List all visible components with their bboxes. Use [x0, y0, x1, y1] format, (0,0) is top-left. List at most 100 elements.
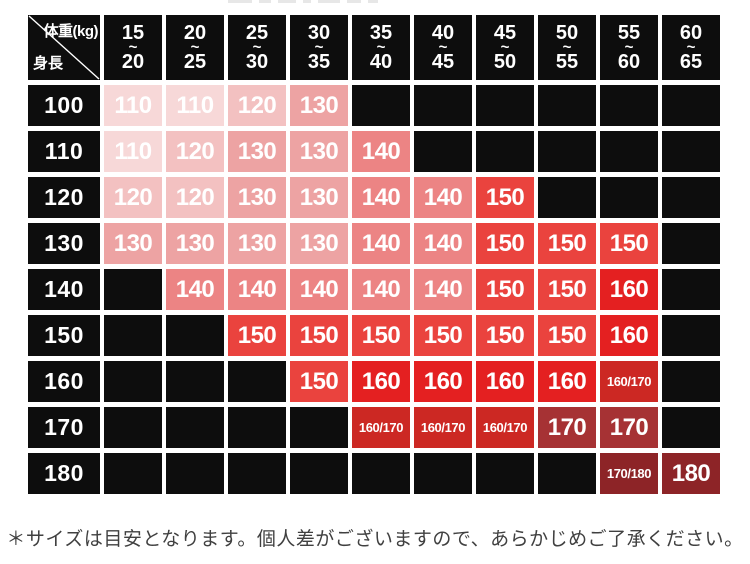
weight-axis-label: 体重(kg)	[43, 23, 99, 40]
weight-from: 15	[121, 21, 145, 44]
size-cell: 130	[228, 131, 286, 172]
corner-header-cell: 体重(kg) 身長	[28, 15, 100, 80]
size-cell: 140	[414, 177, 472, 218]
height-row-header: 160	[28, 361, 100, 402]
size-cell: 140	[414, 269, 472, 310]
tilde-icon: ~	[128, 38, 138, 56]
weight-from: 20	[183, 21, 207, 44]
size-cell	[104, 453, 162, 494]
weight-from: 60	[679, 21, 703, 44]
height-row-header: 130	[28, 223, 100, 264]
tilde-icon: ~	[376, 38, 386, 56]
size-cell: 150	[538, 223, 596, 264]
size-cell: 140	[352, 177, 410, 218]
size-cell: 150	[476, 177, 534, 218]
size-cell	[104, 269, 162, 310]
height-row-header: 110	[28, 131, 100, 172]
size-cell: 170/180	[600, 453, 658, 494]
size-cell: 110	[104, 131, 162, 172]
weight-to: 40	[369, 50, 393, 73]
size-cell	[414, 131, 472, 172]
tilde-icon: ~	[314, 38, 324, 56]
cropped-title-fragment	[228, 0, 378, 3]
weight-to: 20	[121, 50, 145, 73]
weight-to: 45	[431, 50, 455, 73]
weight-range-header: 15 ~20	[104, 15, 162, 80]
size-cell: 130	[290, 85, 348, 126]
size-cell	[662, 361, 720, 402]
size-cell	[662, 269, 720, 310]
weight-from: 25	[245, 21, 269, 44]
tilde-icon: ~	[562, 38, 572, 56]
size-cell	[662, 177, 720, 218]
size-cell: 150	[290, 315, 348, 356]
size-cell: 140	[166, 269, 224, 310]
weight-to: 35	[307, 50, 331, 73]
size-cell	[414, 85, 472, 126]
weight-range-header: 25 ~30	[228, 15, 286, 80]
tilde-icon: ~	[624, 38, 634, 56]
tilde-icon: ~	[252, 38, 262, 56]
height-row-header: 180	[28, 453, 100, 494]
size-cell: 120	[166, 131, 224, 172]
weight-range-header: 50 ~55	[538, 15, 596, 80]
size-cell	[414, 453, 472, 494]
weight-range-header: 55 ~60	[600, 15, 658, 80]
tilde-icon: ~	[686, 38, 696, 56]
size-cell: 160	[600, 315, 658, 356]
size-cell: 160	[352, 361, 410, 402]
size-cell	[290, 453, 348, 494]
weight-to: 60	[617, 50, 641, 73]
size-cell	[352, 85, 410, 126]
size-cell: 120	[166, 177, 224, 218]
size-cell: 150	[476, 269, 534, 310]
height-axis-label: 身長	[33, 55, 64, 72]
size-cell	[600, 177, 658, 218]
size-cell	[662, 315, 720, 356]
size-cell	[104, 315, 162, 356]
size-cell: 140	[352, 131, 410, 172]
size-cell	[228, 453, 286, 494]
size-cell	[538, 177, 596, 218]
size-cell: 150	[600, 223, 658, 264]
size-cell	[600, 131, 658, 172]
size-cell: 150	[538, 269, 596, 310]
weight-range-header: 45 ~50	[476, 15, 534, 80]
size-cell	[166, 315, 224, 356]
size-cell: 150	[538, 315, 596, 356]
height-row-header: 150	[28, 315, 100, 356]
weight-from: 30	[307, 21, 331, 44]
size-cell	[538, 85, 596, 126]
height-row-header: 140	[28, 269, 100, 310]
size-cell: 140	[352, 269, 410, 310]
size-cell: 170	[538, 407, 596, 448]
size-cell: 120	[228, 85, 286, 126]
tilde-icon: ~	[438, 38, 448, 56]
weight-from: 45	[493, 21, 517, 44]
size-cell	[662, 85, 720, 126]
weight-to: 25	[183, 50, 207, 73]
weight-from: 50	[555, 21, 579, 44]
size-chart-table: 体重(kg) 身長 15 ~20 20 ~25 25 ~30 30 ~35 35 ~40 40 ~45 45…	[28, 15, 720, 494]
weight-from: 55	[617, 21, 641, 44]
size-cell	[104, 407, 162, 448]
size-cell: 180	[662, 453, 720, 494]
size-cell: 130	[290, 223, 348, 264]
size-cell: 140	[352, 223, 410, 264]
size-cell	[166, 453, 224, 494]
size-cell: 110	[104, 85, 162, 126]
diagonal-divider-line	[28, 15, 100, 80]
height-row-header: 120	[28, 177, 100, 218]
size-cell: 140	[290, 269, 348, 310]
size-cell: 150	[290, 361, 348, 402]
size-cell: 130	[104, 223, 162, 264]
size-cell: 130	[290, 177, 348, 218]
size-cell	[476, 131, 534, 172]
size-cell	[166, 361, 224, 402]
height-row-header: 100	[28, 85, 100, 126]
size-cell	[662, 407, 720, 448]
size-cell: 110	[166, 85, 224, 126]
size-cell: 160/170	[600, 361, 658, 402]
size-cell: 160	[600, 269, 658, 310]
size-cell: 150	[476, 315, 534, 356]
